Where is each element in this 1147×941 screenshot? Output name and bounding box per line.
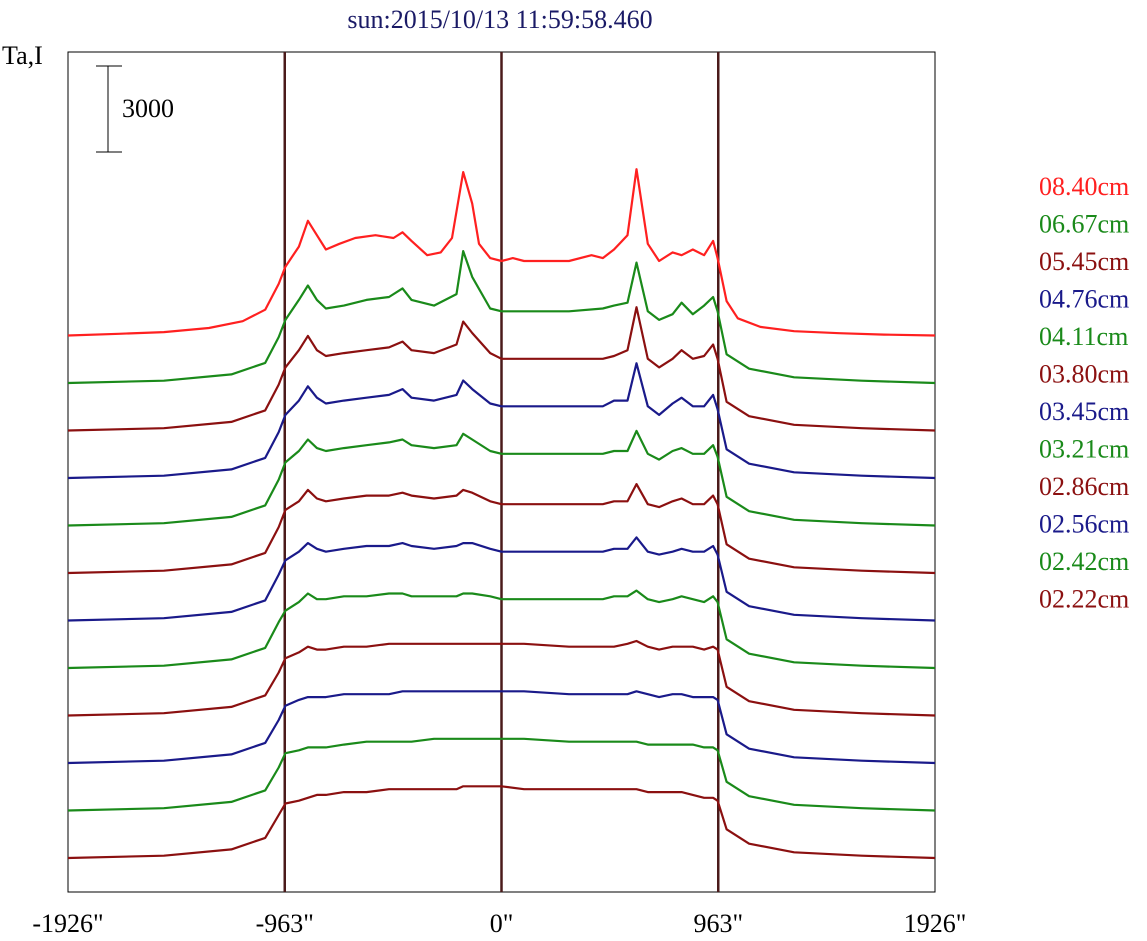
- series-line: [67, 362, 936, 480]
- series-line: [67, 306, 936, 432]
- chart-title: sun:2015/10/13 11:59:58.460: [347, 5, 652, 34]
- series-line: [67, 737, 936, 812]
- y-axis-label: Ta,I: [2, 41, 43, 70]
- legend: 08.40cm 06.67cm 05.45cm 04.76cm 04.11cm 03.80…: [1039, 172, 1129, 614]
- x-tick-label: 0": [490, 909, 514, 938]
- legend-entry: 03.80cm: [1039, 360, 1129, 389]
- legend-entry: 06.67cm: [1039, 210, 1129, 239]
- x-tick-labels: -1926" -963" 0" 963" 1926": [32, 909, 966, 938]
- x-tick-label: -963": [256, 909, 314, 938]
- vertical-markers: [283, 52, 720, 892]
- series-line: [67, 639, 936, 717]
- legend-entry: 02.42cm: [1039, 547, 1129, 576]
- legend-entry: 03.21cm: [1039, 435, 1129, 464]
- legend-entry: 04.11cm: [1039, 322, 1128, 351]
- series-line: [67, 589, 936, 670]
- x-tick-label: 963": [693, 909, 743, 938]
- legend-entry: 04.76cm: [1039, 285, 1129, 314]
- legend-entry: 02.56cm: [1039, 510, 1129, 539]
- x-tick-label: -1926": [32, 909, 103, 938]
- scale-bar-label: 3000: [122, 94, 174, 123]
- legend-entry: 02.86cm: [1039, 472, 1129, 501]
- legend-entry: 08.40cm: [1039, 172, 1129, 201]
- legend-entry: 03.45cm: [1039, 397, 1129, 426]
- series-line: [67, 429, 936, 527]
- series-line: [67, 483, 936, 575]
- x-tick-label: 1926": [904, 909, 967, 938]
- series-line: [67, 690, 936, 765]
- series-line: [67, 250, 936, 385]
- series-group: [67, 168, 936, 860]
- legend-entry: 05.45cm: [1039, 247, 1129, 276]
- series-line: [67, 536, 936, 622]
- scale-bar: 3000: [96, 65, 174, 153]
- legend-entry: 02.22cm: [1039, 585, 1129, 614]
- series-line: [67, 785, 936, 860]
- series-line: [67, 168, 936, 337]
